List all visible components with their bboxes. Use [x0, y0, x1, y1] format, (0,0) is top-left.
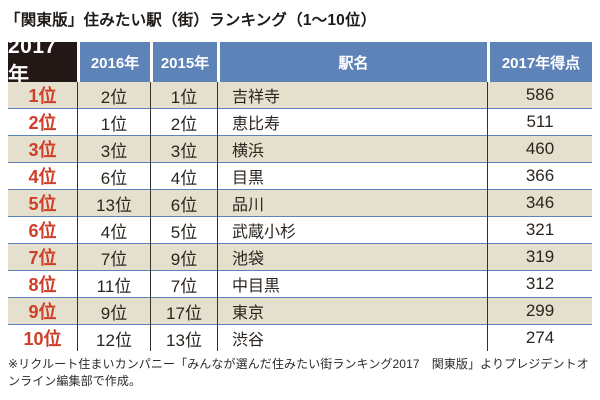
header-station-name: 駅名: [217, 42, 487, 82]
rank-2016-cell: 7位: [77, 244, 150, 273]
table-row: 2位 1位 2位 恵比寿 511: [8, 109, 592, 138]
rank-2017-cell: 8位: [8, 271, 77, 300]
rank-2016-cell: 13位: [77, 190, 150, 219]
header-2015: 2015年: [150, 42, 217, 82]
station-name-cell: 渋谷: [217, 325, 487, 351]
score-cell: 586: [487, 82, 592, 111]
score-cell: 511: [487, 109, 592, 138]
station-name-cell: 恵比寿: [217, 109, 487, 138]
station-name-cell: 目黒: [217, 163, 487, 192]
rank-2017-cell: 10位: [8, 325, 77, 351]
table-header-row: 2017年 2016年 2015年 駅名 2017年得点: [8, 35, 592, 87]
rank-2015-cell: 7位: [150, 271, 217, 300]
header-2017-score: 2017年得点: [487, 42, 592, 82]
station-name-cell: 品川: [217, 190, 487, 219]
score-cell: 319: [487, 244, 592, 273]
header-2017: 2017年: [8, 35, 77, 87]
station-name-cell: 横浜: [217, 136, 487, 165]
page-title: 「関東版」住みたい駅（街）ランキング（1～10位）: [5, 12, 377, 29]
table-row: 6位 4位 5位 武蔵小杉 321: [8, 217, 592, 246]
station-name-cell: 武蔵小杉: [217, 217, 487, 246]
station-name-cell: 吉祥寺: [217, 82, 487, 111]
rank-2016-cell: 9位: [77, 298, 150, 327]
rank-2016-cell: 1位: [77, 109, 150, 138]
station-name-cell: 東京: [217, 298, 487, 327]
page: 「関東版」住みたい駅（街）ランキング（1～10位） 2017年 2016年 20…: [5, 12, 592, 389]
rank-2017-cell: 7位: [8, 244, 77, 273]
rank-2016-cell: 4位: [77, 217, 150, 246]
rank-2015-cell: 5位: [150, 217, 217, 246]
score-cell: 274: [487, 325, 592, 351]
rank-2016-cell: 12位: [77, 325, 150, 351]
score-cell: 460: [487, 136, 592, 165]
rank-2015-cell: 2位: [150, 109, 217, 138]
table-row: 4位 6位 4位 目黒 366: [8, 163, 592, 192]
rank-2016-cell: 3位: [77, 136, 150, 165]
rank-2015-cell: 13位: [150, 325, 217, 351]
rank-2016-cell: 11位: [77, 271, 150, 300]
table-body: 1位 2位 1位 吉祥寺 586 2位 1位 2位 恵比寿 511 3位 3位 …: [8, 82, 592, 351]
table-row: 5位 13位 6位 品川 346: [8, 190, 592, 219]
table-row: 7位 7位 9位 池袋 319: [8, 244, 592, 273]
rank-2015-cell: 17位: [150, 298, 217, 327]
rank-2015-cell: 1位: [150, 82, 217, 111]
rank-2015-cell: 4位: [150, 163, 217, 192]
rank-2015-cell: 6位: [150, 190, 217, 219]
table-row: 1位 2位 1位 吉祥寺 586: [8, 82, 592, 111]
score-cell: 312: [487, 271, 592, 300]
rank-2017-cell: 1位: [8, 82, 77, 111]
rank-2017-cell: 4位: [8, 163, 77, 192]
rank-2017-cell: 9位: [8, 298, 77, 327]
rank-2016-cell: 6位: [77, 163, 150, 192]
score-cell: 321: [487, 217, 592, 246]
rank-2017-cell: 2位: [8, 109, 77, 138]
rank-2015-cell: 9位: [150, 244, 217, 273]
score-cell: 346: [487, 190, 592, 219]
rank-2015-cell: 3位: [150, 136, 217, 165]
table-row: 10位 12位 13位 渋谷 274: [8, 325, 592, 351]
score-cell: 366: [487, 163, 592, 192]
rank-2017-cell: 5位: [8, 190, 77, 219]
rank-2017-cell: 3位: [8, 136, 77, 165]
table-row: 8位 11位 7位 中目黒 312: [8, 271, 592, 300]
score-cell: 299: [487, 298, 592, 327]
station-name-cell: 中目黒: [217, 271, 487, 300]
header-2016: 2016年: [77, 42, 150, 82]
ranking-table: 2017年 2016年 2015年 駅名 2017年得点 1位 2位 1位 吉祥…: [8, 35, 592, 351]
rank-2016-cell: 2位: [77, 82, 150, 111]
source-footnote: ※リクルート住まいカンパニー「みんなが選んだ住みたい街ランキング2017 関東版…: [8, 357, 589, 389]
table-row: 3位 3位 3位 横浜 460: [8, 136, 592, 165]
rank-2017-cell: 6位: [8, 217, 77, 246]
station-name-cell: 池袋: [217, 244, 487, 273]
table-row: 9位 9位 17位 東京 299: [8, 298, 592, 327]
